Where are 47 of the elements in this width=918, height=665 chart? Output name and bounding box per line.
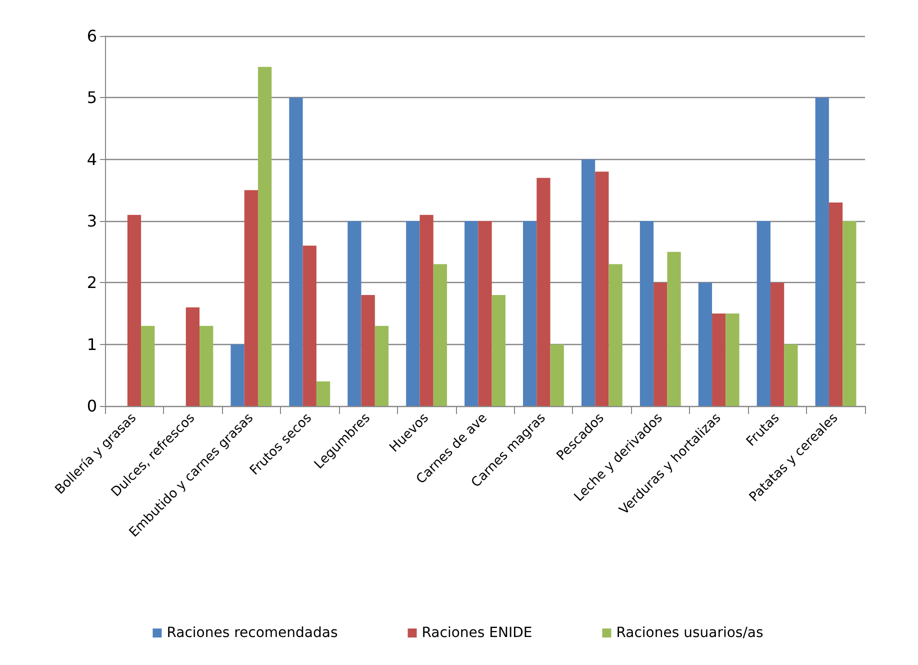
bar — [595, 172, 609, 406]
y-tick-label: 4 — [86, 150, 97, 169]
bar — [244, 190, 258, 406]
bar — [406, 221, 420, 406]
bar — [667, 252, 681, 406]
y-tick-label: 3 — [86, 212, 97, 230]
bar — [815, 98, 829, 406]
bar — [230, 344, 244, 406]
legend-label: Raciones ENIDE — [422, 625, 532, 641]
y-tick-label: 6 — [86, 26, 97, 46]
bar — [492, 295, 506, 406]
bar — [784, 344, 798, 406]
bar — [420, 214, 434, 406]
y-tick-label: 1 — [86, 334, 97, 354]
bar — [698, 282, 712, 406]
y-tick-label: 0 — [86, 396, 97, 416]
bar — [770, 282, 784, 406]
bar — [374, 326, 389, 406]
bar — [316, 381, 330, 406]
bar — [523, 221, 537, 406]
bar — [550, 344, 564, 406]
bar — [842, 221, 856, 406]
bar — [756, 221, 770, 406]
y-tick-label: 2 — [86, 273, 97, 292]
legend-label: Raciones recomendadas — [166, 625, 338, 641]
bar — [127, 214, 142, 406]
bar — [464, 221, 478, 406]
bar — [258, 66, 272, 406]
bar — [478, 221, 492, 406]
bar — [536, 178, 550, 406]
bar — [348, 221, 362, 406]
bar — [726, 314, 740, 406]
bar — [608, 264, 622, 406]
bar — [433, 264, 447, 406]
y-tick-label: 5 — [86, 88, 97, 108]
bar — [289, 98, 303, 406]
bar — [200, 326, 214, 406]
bar — [186, 307, 200, 406]
bar — [302, 246, 316, 406]
bar — [828, 202, 843, 406]
bar — [712, 314, 726, 406]
bar — [361, 295, 375, 406]
bar — [640, 221, 654, 406]
bar — [141, 326, 155, 406]
bar — [654, 282, 668, 406]
legend-label: Raciones usuarios/as — [616, 625, 764, 641]
bar — [581, 159, 596, 406]
